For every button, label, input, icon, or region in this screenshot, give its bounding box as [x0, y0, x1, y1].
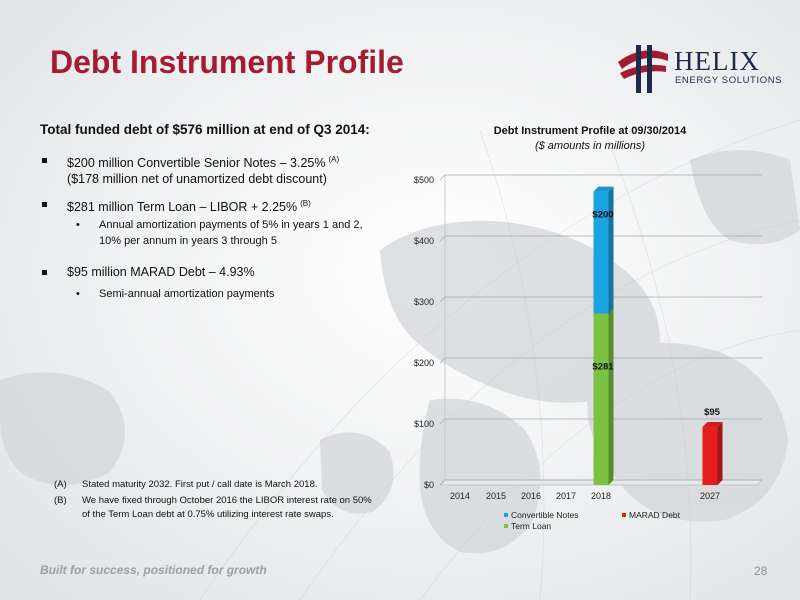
- x-tick-label: 2017: [556, 491, 576, 501]
- footnote-label: (B): [54, 495, 67, 506]
- lead-statement: Total funded debt of $576 million at end…: [40, 122, 370, 137]
- legend-swatch: [622, 513, 626, 517]
- footnote-text: Stated maturity 2032. First put / call d…: [82, 479, 318, 490]
- square-bullet-icon: [42, 270, 47, 275]
- bar-marad-debt: [702, 427, 718, 485]
- bar-top: [593, 186, 614, 192]
- gridline-depth: [439, 479, 446, 486]
- bullet-text: $281 million Term Loan – LIBOR + 2.25%: [67, 200, 298, 214]
- x-tick-label: 2014: [450, 491, 470, 501]
- y-tick-label: $400: [414, 236, 434, 246]
- bullet-text: $95 million MARAD Debt – 4.93%: [67, 265, 255, 279]
- data-label: $95: [704, 407, 721, 418]
- bullet-text-line2: ($178 million net of unamortized debt di…: [67, 172, 327, 186]
- logo-name: HELIX: [674, 46, 760, 76]
- helix-logo-mark: [618, 45, 668, 93]
- company-logo: HELIX ENERGY SOLUTIONS: [614, 40, 786, 100]
- sub-bullet-text: Annual amortization payments of 5% in ye…: [99, 219, 363, 247]
- dot-bullet-icon: •: [76, 219, 80, 231]
- bullet-text: $200 million Convertible Senior Notes – …: [67, 156, 326, 170]
- x-tick-label: 2015: [486, 491, 506, 501]
- legend-swatch: [504, 524, 508, 528]
- x-tick-label: 2027: [700, 491, 720, 501]
- footnote-ref: (A): [328, 155, 340, 164]
- y-tick-label: $200: [414, 358, 434, 368]
- chart-subtitle: ($ amounts in millions): [534, 140, 646, 152]
- footnote-text: We have fixed through October 2016 the L…: [82, 495, 372, 520]
- square-bullet-icon: [42, 202, 47, 207]
- bar-convertible-notes: [593, 191, 609, 314]
- footnote-label: (A): [54, 479, 67, 490]
- dot-bullet-icon: •: [76, 288, 80, 300]
- legend-label: Term Loan: [511, 521, 551, 531]
- gridline-depth: [439, 235, 446, 242]
- slide-title: Debt Instrument Profile: [50, 44, 404, 80]
- legend-label: MARAD Debt: [629, 510, 681, 520]
- gridline-depth: [439, 418, 446, 425]
- debt-profile-chart: $0 $100 $200 $300 $400 $500 2014 2015 2016 2017 20…: [414, 174, 763, 531]
- data-label: $200: [592, 210, 613, 221]
- page-number: 28: [754, 564, 768, 578]
- gridline-depth: [439, 174, 446, 181]
- bar-side: [608, 308, 614, 485]
- bar-side: [717, 422, 723, 485]
- gridline-depth: [439, 296, 446, 303]
- chart-title: Debt Instrument Profile at 09/30/2014: [493, 125, 687, 137]
- square-bullet-icon: [42, 158, 47, 163]
- bar-side: [608, 186, 614, 314]
- y-tick-label: $100: [414, 419, 434, 429]
- gridline-depth: [439, 357, 446, 364]
- y-tick-label: $300: [414, 297, 434, 307]
- y-tick-label: $500: [414, 175, 434, 185]
- data-label: $281: [592, 362, 614, 373]
- x-tick-label: 2018: [591, 491, 611, 501]
- legend-swatch: [504, 513, 508, 517]
- x-tick-label: 2016: [521, 491, 541, 501]
- bar-term-loan: [593, 313, 609, 485]
- y-tick-label: $0: [424, 480, 434, 490]
- sub-bullet-text: Semi-annual amortization payments: [99, 288, 275, 300]
- legend-label: Convertible Notes: [511, 510, 579, 520]
- bar-top: [702, 422, 723, 428]
- footer-tagline: Built for success, positioned for growth: [40, 563, 267, 577]
- footnote-ref: (B): [300, 199, 311, 208]
- logo-subtitle: ENERGY SOLUTIONS: [675, 75, 783, 86]
